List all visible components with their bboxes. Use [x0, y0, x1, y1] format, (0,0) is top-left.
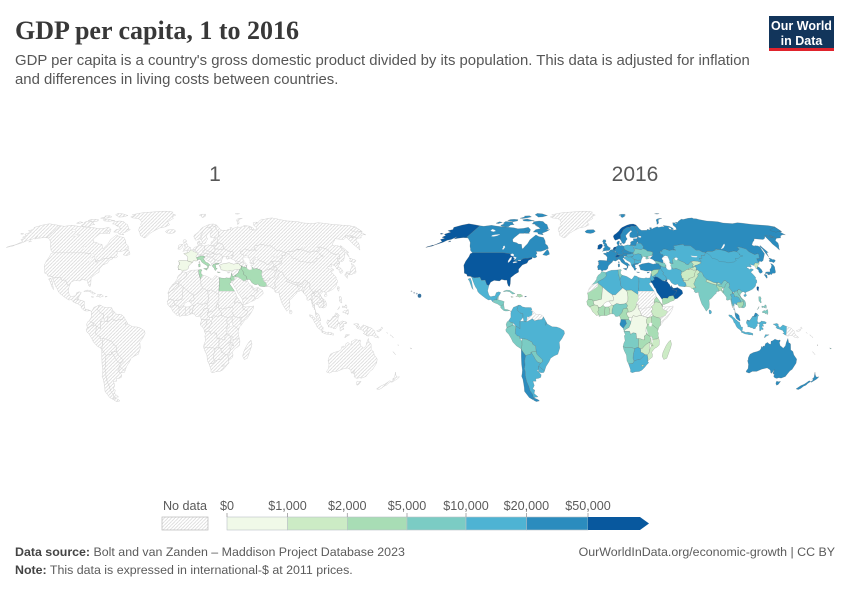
svg-text:$2,000: $2,000 [328, 499, 367, 513]
svg-text:$20,000: $20,000 [504, 499, 550, 513]
svg-text:$0: $0 [220, 499, 234, 513]
svg-text:$1,000: $1,000 [268, 499, 307, 513]
svg-text:$10,000: $10,000 [443, 499, 489, 513]
svg-text:$5,000: $5,000 [388, 499, 427, 513]
svg-text:$50,000: $50,000 [565, 499, 611, 513]
